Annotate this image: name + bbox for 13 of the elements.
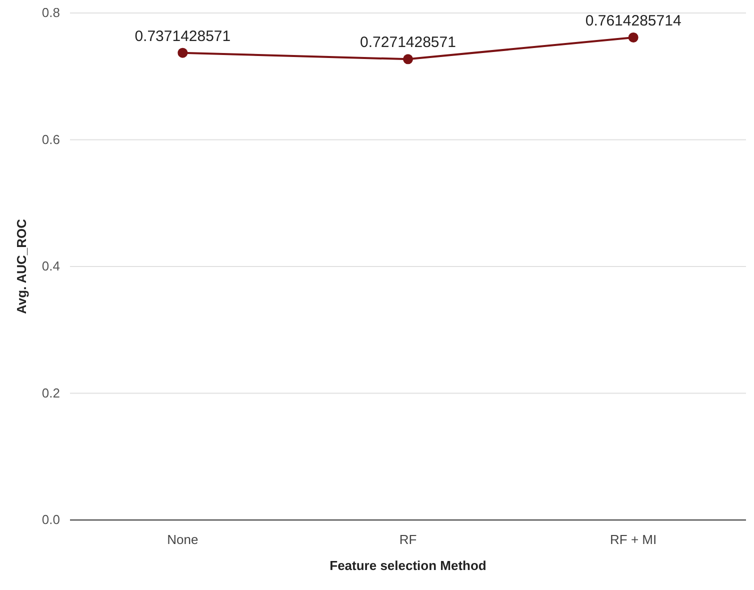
x-tick-label: RF bbox=[399, 532, 417, 547]
x-tick-label: RF + MI bbox=[610, 532, 657, 547]
y-tick-label: 0.2 bbox=[42, 385, 60, 400]
y-tick-label: 0.8 bbox=[42, 5, 60, 20]
y-tick-label: 0.6 bbox=[42, 132, 60, 147]
x-axis-title: Feature selection Method bbox=[330, 558, 486, 573]
y-axis-title: Avg. AUC_ROC bbox=[14, 218, 29, 314]
data-label: 0.7271428571 bbox=[360, 34, 456, 52]
y-tick-label: 0.4 bbox=[42, 258, 60, 274]
data-label: 0.7614285714 bbox=[585, 12, 682, 30]
y-tick-label: 0.0 bbox=[42, 512, 60, 527]
x-tick-label: None bbox=[167, 532, 198, 547]
data-label: 0.7371428571 bbox=[134, 28, 231, 45]
